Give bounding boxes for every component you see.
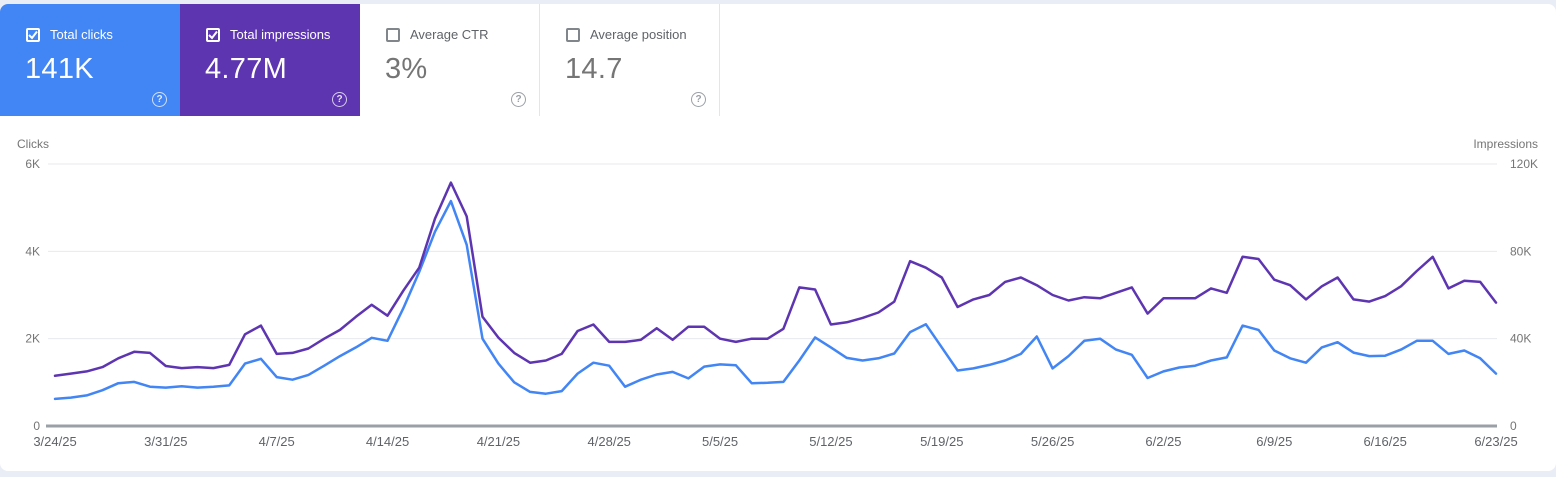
x-axis-date-label: 6/9/25 xyxy=(1256,434,1292,449)
card-label: Average position xyxy=(590,27,687,42)
card-label: Total clicks xyxy=(50,27,113,42)
metric-card-total-clicks[interactable]: Total clicks 141K xyxy=(0,4,180,116)
checkbox-checked-icon[interactable] xyxy=(206,28,220,42)
checkbox-unchecked-icon[interactable] xyxy=(566,28,580,42)
x-axis-date-label: 5/5/25 xyxy=(702,434,738,449)
x-axis-date-label: 4/7/25 xyxy=(259,434,295,449)
performance-panel: Total clicks 141K Total impressions 4.77… xyxy=(0,4,1556,471)
left-axis-title: Clicks xyxy=(17,137,49,151)
metric-card-average-position[interactable]: Average position 14.7 xyxy=(540,4,720,116)
x-axis-date-label: 6/2/25 xyxy=(1145,434,1181,449)
x-axis-date-label: 6/23/25 xyxy=(1474,434,1517,449)
right-axis-tick: 0 xyxy=(1510,419,1517,433)
left-axis-tick: 2K xyxy=(25,332,40,346)
left-axis-tick: 6K xyxy=(25,157,40,171)
right-axis-tick: 40K xyxy=(1510,332,1531,346)
x-axis-date-label: 5/12/25 xyxy=(809,434,852,449)
x-axis-date-label: 3/31/25 xyxy=(144,434,187,449)
card-label: Average CTR xyxy=(410,27,489,42)
card-label: Total impressions xyxy=(230,27,331,42)
x-axis-date-label: 4/21/25 xyxy=(477,434,520,449)
help-icon[interactable] xyxy=(691,92,706,107)
right-axis-tick: 120K xyxy=(1510,157,1538,171)
total-impressions-value: 4.77M xyxy=(205,53,288,85)
x-axis-date-label: 4/14/25 xyxy=(366,434,409,449)
right-axis-tick: 80K xyxy=(1510,244,1531,258)
performance-chart[interactable]: Clicks Impressions6K4K2K0120K80K40K03/24/… xyxy=(0,130,1556,470)
left-axis-tick: 4K xyxy=(25,244,40,258)
left-axis-tick: 0 xyxy=(33,419,40,433)
impressions-line xyxy=(53,181,1498,378)
x-axis-date-label: 5/26/25 xyxy=(1031,434,1074,449)
clicks-line xyxy=(53,199,1498,401)
help-icon[interactable] xyxy=(332,92,347,107)
metric-card-average-ctr[interactable]: Average CTR 3% xyxy=(360,4,540,116)
average-position-value: 14.7 xyxy=(565,53,623,85)
help-icon[interactable] xyxy=(152,92,167,107)
help-icon[interactable] xyxy=(511,92,526,107)
x-axis-date-label: 5/19/25 xyxy=(920,434,963,449)
checkbox-unchecked-icon[interactable] xyxy=(386,28,400,42)
right-axis-title: Impressions xyxy=(1473,137,1538,151)
average-ctr-value: 3% xyxy=(385,53,428,85)
total-clicks-value: 141K xyxy=(25,53,94,85)
metric-cards: Total clicks 141K Total impressions 4.77… xyxy=(0,4,720,116)
x-axis-date-label: 3/24/25 xyxy=(33,434,76,449)
x-axis-date-label: 6/16/25 xyxy=(1363,434,1406,449)
x-axis-date-label: 4/28/25 xyxy=(588,434,631,449)
metric-card-total-impressions[interactable]: Total impressions 4.77M xyxy=(180,4,360,116)
checkbox-checked-icon[interactable] xyxy=(26,28,40,42)
